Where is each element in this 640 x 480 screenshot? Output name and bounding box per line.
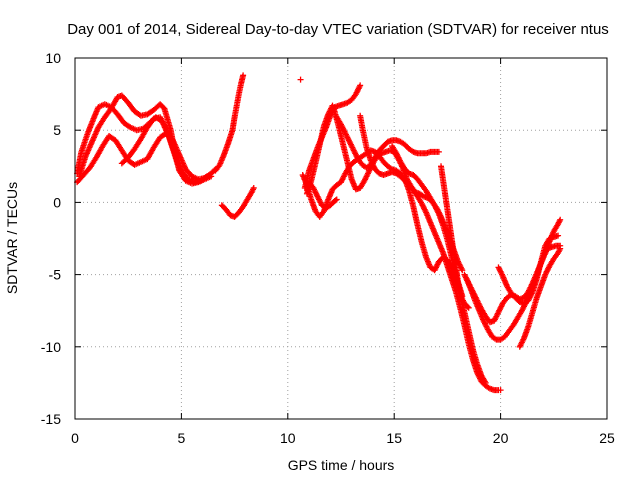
y-tick-label: 10 bbox=[45, 50, 61, 66]
series-track-n bbox=[389, 143, 489, 386]
series-track-r bbox=[495, 232, 562, 307]
data-point-marker bbox=[240, 72, 247, 79]
data-point-marker bbox=[332, 197, 339, 204]
x-tick-label: 10 bbox=[280, 430, 296, 446]
data-point-marker bbox=[435, 148, 442, 155]
series-track-f bbox=[218, 184, 257, 220]
series-track-g bbox=[297, 76, 304, 83]
plot-frame bbox=[74, 57, 608, 420]
series-track-d bbox=[118, 114, 196, 186]
y-tick-label: 5 bbox=[53, 122, 61, 138]
data-point-marker bbox=[482, 379, 489, 386]
data-point-marker bbox=[459, 293, 466, 300]
series-track-e bbox=[212, 72, 247, 174]
x-tick-label: 25 bbox=[599, 430, 615, 446]
y-tick-label: -5 bbox=[49, 267, 62, 283]
y-tick-label: 0 bbox=[53, 194, 61, 210]
data-points bbox=[74, 72, 564, 394]
data-point-marker bbox=[189, 179, 196, 186]
y-axis-label: SDTVAR / TECUs bbox=[4, 182, 20, 294]
x-tick-label: 5 bbox=[178, 430, 186, 446]
x-tick-label: 0 bbox=[71, 430, 79, 446]
x-axis-label: GPS time / hours bbox=[288, 457, 395, 473]
series-track-k bbox=[306, 179, 340, 212]
data-point-marker bbox=[465, 304, 472, 311]
data-point-marker bbox=[333, 196, 340, 203]
x-tick-label: 15 bbox=[386, 430, 402, 446]
series-track-s bbox=[516, 245, 564, 350]
data-point-marker bbox=[557, 216, 564, 223]
series-track-o bbox=[438, 163, 466, 300]
data-point-marker bbox=[297, 76, 304, 83]
data-point-marker bbox=[464, 303, 471, 310]
data-point-marker bbox=[555, 232, 562, 239]
data-point-marker bbox=[557, 245, 564, 252]
chart-title: Day 001 of 2014, Sidereal Day-to-day VTE… bbox=[67, 21, 609, 38]
y-tick-label: -10 bbox=[41, 339, 61, 355]
data-point-marker bbox=[459, 267, 466, 274]
x-tick-label: 20 bbox=[493, 430, 509, 446]
data-point-marker bbox=[250, 184, 257, 191]
axis-ticks bbox=[74, 57, 608, 420]
data-point-marker bbox=[497, 387, 504, 394]
tick-labels: 0 5 10 15 20 25 -15 -10 -5 0 5 10 bbox=[41, 50, 615, 446]
data-point-marker bbox=[357, 82, 364, 89]
y-tick-label: -15 bbox=[41, 411, 61, 427]
